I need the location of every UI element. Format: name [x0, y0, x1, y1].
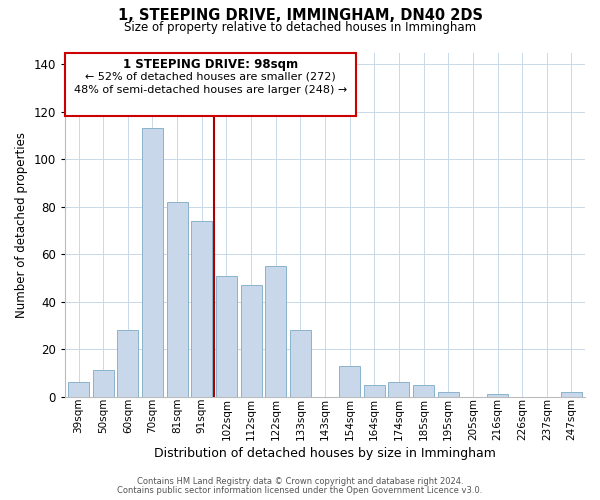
Bar: [216, 276, 237, 396]
Bar: [118, 330, 138, 396]
Text: 48% of semi-detached houses are larger (248) →: 48% of semi-detached houses are larger (…: [74, 85, 347, 95]
Bar: [364, 384, 385, 396]
Bar: [68, 382, 89, 396]
Bar: [487, 394, 508, 396]
X-axis label: Distribution of detached houses by size in Immingham: Distribution of detached houses by size …: [154, 447, 496, 460]
Text: Size of property relative to detached houses in Immingham: Size of property relative to detached ho…: [124, 21, 476, 34]
Bar: [191, 221, 212, 396]
Bar: [167, 202, 188, 396]
Text: Contains HM Land Registry data © Crown copyright and database right 2024.: Contains HM Land Registry data © Crown c…: [137, 477, 463, 486]
Bar: [92, 370, 113, 396]
Bar: [265, 266, 286, 396]
Bar: [438, 392, 458, 396]
Bar: [290, 330, 311, 396]
Text: 1 STEEPING DRIVE: 98sqm: 1 STEEPING DRIVE: 98sqm: [123, 58, 298, 70]
Bar: [561, 392, 582, 396]
FancyBboxPatch shape: [65, 52, 356, 116]
Y-axis label: Number of detached properties: Number of detached properties: [15, 132, 28, 318]
Text: ← 52% of detached houses are smaller (272): ← 52% of detached houses are smaller (27…: [85, 72, 336, 82]
Bar: [413, 384, 434, 396]
Bar: [388, 382, 409, 396]
Bar: [339, 366, 360, 396]
Text: Contains public sector information licensed under the Open Government Licence v3: Contains public sector information licen…: [118, 486, 482, 495]
Text: 1, STEEPING DRIVE, IMMINGHAM, DN40 2DS: 1, STEEPING DRIVE, IMMINGHAM, DN40 2DS: [118, 8, 482, 22]
Bar: [142, 128, 163, 396]
Bar: [241, 285, 262, 397]
